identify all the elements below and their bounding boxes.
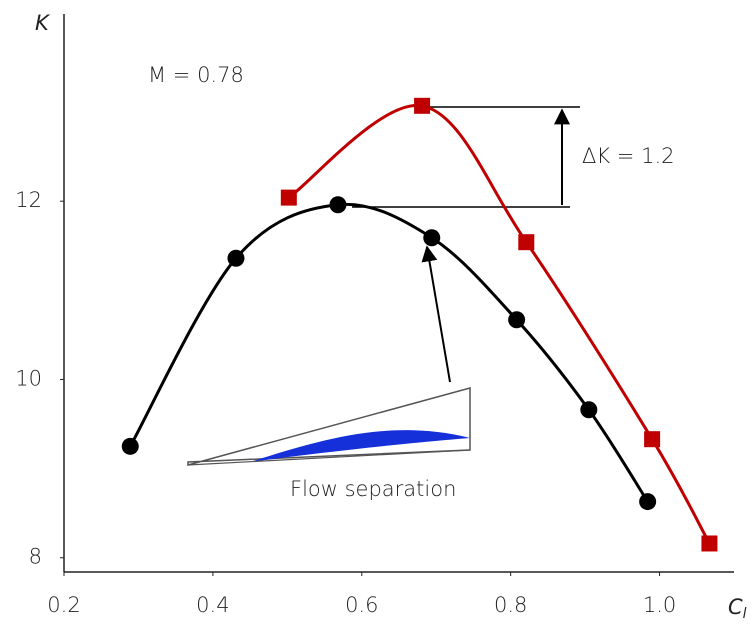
marker — [414, 97, 431, 114]
marker — [518, 234, 535, 251]
x-tick-label: 0.6 — [345, 593, 378, 617]
x-axis-label: Cl — [728, 595, 747, 622]
x-tick-label: 0.4 — [196, 593, 229, 617]
marker — [329, 196, 347, 214]
airfoil-inset — [187, 387, 471, 466]
y-axis-label: K — [35, 11, 51, 35]
x-tick-label: 0.2 — [47, 593, 80, 617]
marker — [121, 437, 139, 455]
marker — [280, 189, 297, 206]
marker — [639, 493, 657, 511]
x-label-main: C — [728, 595, 743, 619]
x-label-sub: l — [743, 606, 747, 622]
annotation: Flow separation — [290, 477, 456, 501]
marker — [508, 311, 526, 329]
marker — [227, 249, 245, 267]
marker — [580, 401, 598, 419]
series-line — [128, 202, 649, 503]
y-tick-label: 12 — [15, 188, 42, 212]
annotation: ΔK = 1.2 — [582, 144, 674, 168]
marker — [423, 229, 441, 247]
separation-arrow — [421, 245, 451, 383]
y-tick-label: 10 — [15, 366, 42, 390]
y-tick-label: 8 — [29, 545, 42, 569]
x-tick-label: 1.0 — [643, 593, 676, 617]
annotation: M = 0.78 — [148, 63, 244, 87]
x-tick-label: 0.8 — [494, 593, 527, 617]
marker — [644, 431, 661, 448]
marker — [701, 535, 718, 552]
